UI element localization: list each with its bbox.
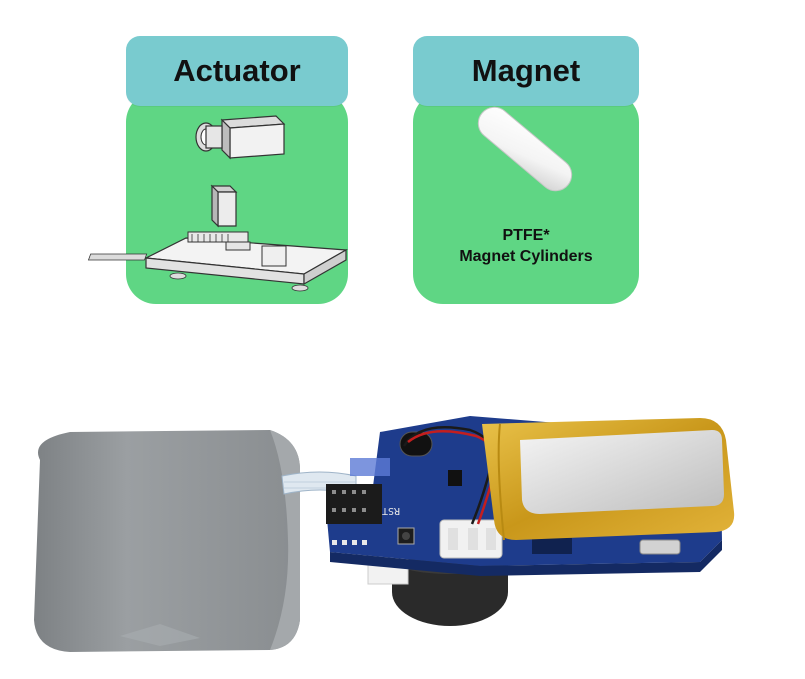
magnet-card: Magnet PTFE* Magnet Cylinders — [413, 36, 639, 304]
gray-cylinder-case — [34, 430, 300, 652]
magnet-cylinder-icon — [477, 106, 573, 192]
actuator-card-title: Actuator — [126, 36, 348, 106]
magnet-caption-line1: PTFE* — [502, 227, 550, 244]
lipo-battery — [482, 418, 735, 541]
actuator-card: Actuator — [87, 36, 348, 304]
slider-block-icon — [210, 184, 238, 228]
motor-icon — [195, 115, 286, 160]
actuator-assembly-icon — [87, 115, 348, 292]
base-plate-icon — [87, 231, 348, 292]
magnet-card-title: Magnet — [413, 36, 639, 106]
rst-silkscreen-label: RST — [382, 505, 400, 516]
magnet-card-body — [413, 92, 639, 304]
magnet-caption-line2: Magnet Cylinders — [459, 248, 593, 265]
